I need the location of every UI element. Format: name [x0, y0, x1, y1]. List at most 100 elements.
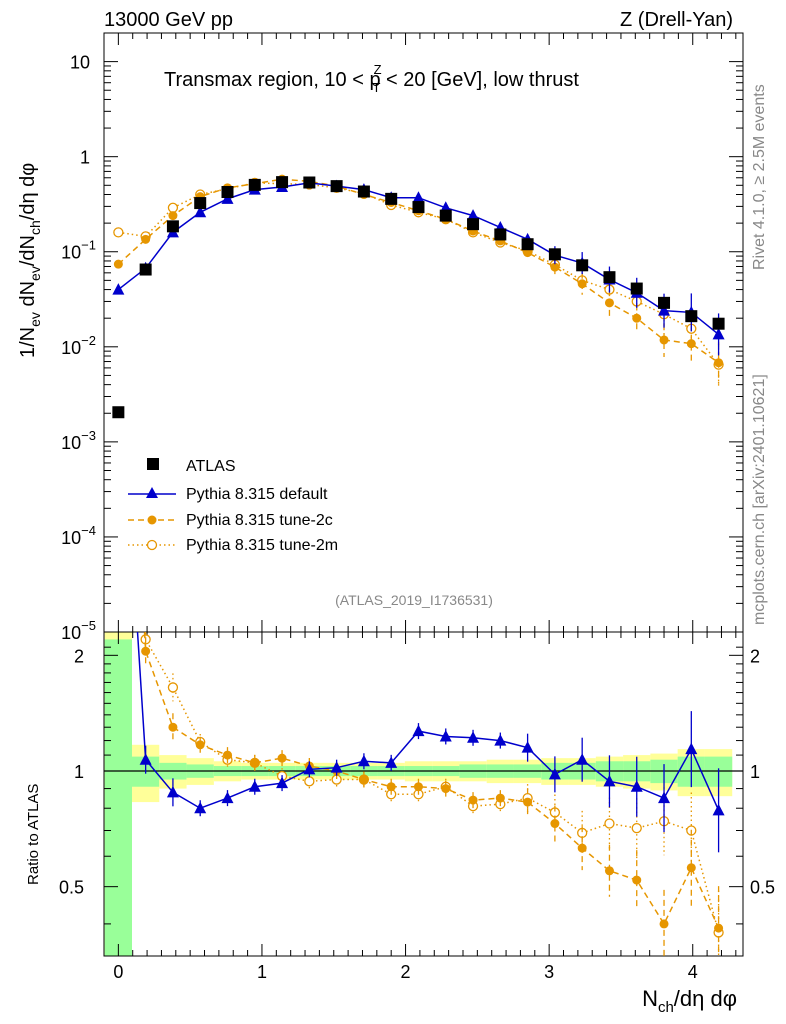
data-point — [168, 211, 178, 221]
ratio-point — [441, 784, 451, 794]
data-point — [630, 282, 643, 295]
data-point — [303, 176, 316, 189]
x-tick-label: 2 — [401, 962, 411, 982]
ratio-point — [523, 797, 533, 807]
ratio-point — [359, 775, 369, 785]
ratio-point — [385, 756, 398, 768]
rivet-label: Rivet 4.1.0, ≥ 2.5M events — [751, 84, 768, 270]
data-point — [659, 335, 669, 345]
data-point — [712, 327, 725, 340]
main-series — [112, 174, 725, 419]
y-tick-label-main: 10−1 — [61, 238, 96, 263]
data-point — [714, 358, 724, 368]
ratio-point — [439, 729, 452, 742]
ratio-point — [577, 843, 587, 853]
ratio-point — [168, 722, 178, 732]
ratio-point — [166, 785, 179, 798]
ratio-point — [248, 780, 261, 792]
ratio-point — [413, 782, 423, 792]
x-tick-label: 3 — [544, 962, 554, 982]
y-tick-label-ratio-right: 1 — [750, 762, 760, 782]
legend: ATLAS Pythia 8.315 default Pythia 8.315 … — [128, 458, 338, 554]
data-point — [112, 283, 125, 295]
data-point — [194, 197, 207, 210]
analysis-tag: (ATLAS_2019_I1736531) — [335, 592, 493, 608]
y-axis-label-ratio: Ratio to ATLAS — [25, 784, 42, 885]
y-tick-label-ratio-right: 2 — [750, 646, 760, 666]
ratio-point — [630, 780, 643, 792]
data-point — [167, 202, 179, 213]
data-point — [576, 259, 589, 272]
ratio-point — [330, 761, 343, 773]
data-point — [221, 192, 234, 204]
ratio-point — [604, 818, 615, 829]
ratio-band-green — [104, 639, 133, 956]
data-point — [412, 201, 425, 214]
ratio-point — [686, 863, 696, 873]
x-tick-label: 4 — [688, 962, 698, 982]
legend-atlas-marker — [147, 458, 159, 470]
y-tick-label-main: 10−4 — [61, 523, 96, 548]
data-point — [139, 263, 152, 276]
ratio-point — [685, 742, 698, 755]
ratio-point — [221, 791, 234, 804]
y-tick-label-main: 10−3 — [61, 428, 96, 453]
data-point — [658, 304, 671, 316]
plot-title: Transmax region, 10 < pZ T < 20 [GeV], lo… — [164, 62, 579, 95]
data-point — [467, 209, 480, 221]
ratio-point — [276, 776, 289, 789]
legend-default-marker — [146, 487, 158, 498]
data-point — [412, 191, 425, 203]
data-point — [166, 220, 179, 233]
y-tick-label-ratio: 0.5 — [59, 878, 84, 898]
legend-default-label: Pythia 8.315 default — [186, 486, 328, 503]
ratio-point — [495, 793, 505, 803]
y-tick-label-main: 10 — [70, 53, 90, 73]
data-point — [712, 317, 725, 330]
ratio-point — [521, 741, 534, 753]
ratio-point — [658, 791, 671, 804]
data-point — [523, 248, 533, 258]
ratio-point — [714, 923, 724, 933]
ratio-clipped — [136, 632, 725, 956]
y-tick-label-main: 1 — [80, 148, 90, 168]
data-point — [439, 209, 452, 222]
y-axis-label-main: 1/Nev dNev/dNch/dη dφ — [17, 163, 43, 358]
ratio-point — [550, 819, 560, 829]
ratio-point — [494, 734, 507, 746]
ratio-point — [304, 776, 315, 787]
ratio-point — [386, 782, 396, 792]
ratio-frame — [103, 631, 744, 957]
data-point — [521, 238, 534, 251]
data-point — [113, 227, 124, 238]
ratio-point — [277, 753, 287, 763]
data-point — [194, 205, 207, 218]
data-point — [112, 406, 125, 419]
ratio-point — [631, 822, 642, 834]
data-point — [658, 296, 671, 309]
ratio-line-1 — [143, 632, 720, 929]
data-point — [385, 192, 398, 205]
ratio-point — [303, 762, 316, 775]
y-tick-label-ratio: 1 — [74, 762, 84, 782]
ratio-point — [712, 803, 725, 816]
ratio-series — [136, 632, 725, 956]
y-tick-label-ratio-right: 0.5 — [750, 878, 775, 898]
data-point — [686, 339, 696, 349]
ratio-point — [659, 919, 669, 929]
axes: 0 1 2 3 4 10 1 10−1 10−2 10−3 10−4 10−5 0.5 0.5 1 1 2 2 — [59, 32, 775, 982]
ratio-point — [467, 731, 480, 743]
data-point — [357, 185, 370, 198]
ratio-point — [632, 875, 642, 885]
x-tick-label: 1 — [257, 962, 267, 982]
data-point — [494, 228, 507, 241]
legend-tune2m-marker — [146, 539, 158, 551]
data-point — [603, 271, 616, 284]
data-point — [330, 180, 343, 193]
y-tick-label-ratio: 2 — [74, 646, 84, 666]
x-axis-label: Nch/dη dφ — [642, 986, 737, 1016]
data-point — [248, 178, 261, 191]
y-tick-label-main: 10−5 — [61, 618, 96, 643]
y-tick-label-main: 10−2 — [61, 333, 96, 358]
